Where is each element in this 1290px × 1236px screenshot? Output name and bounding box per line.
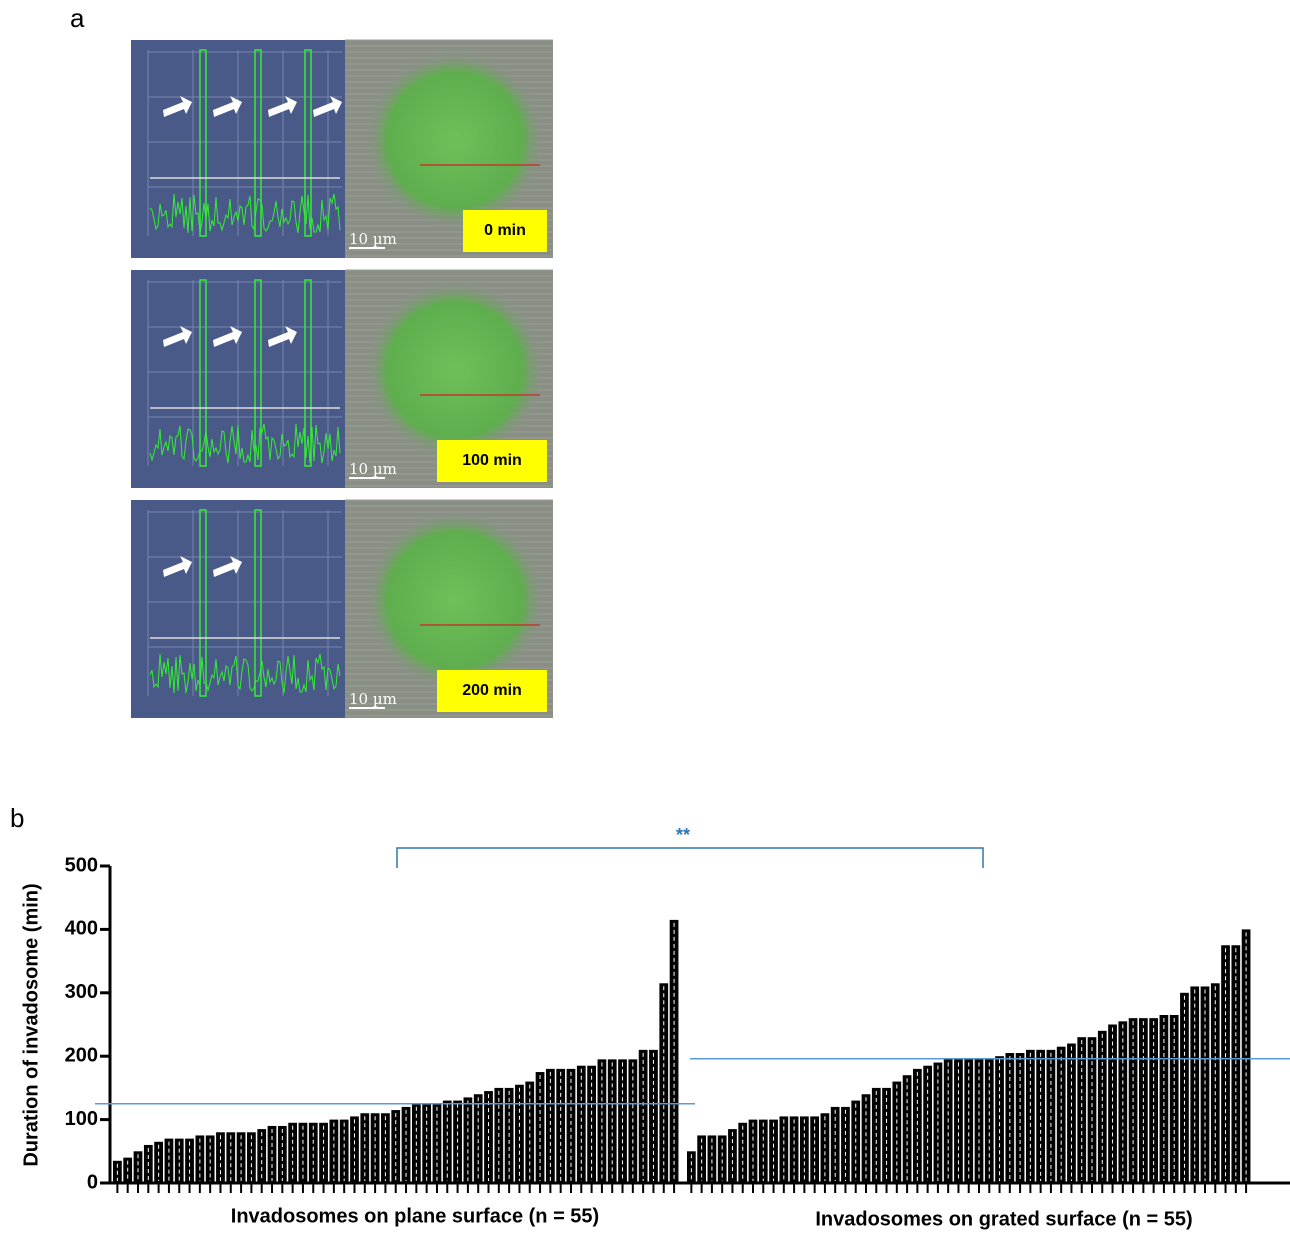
figure: a b 0 min 10 µm 100 min 10 µm 200 min 10 µm D… bbox=[0, 0, 1290, 1231]
time-label: 0 min bbox=[484, 222, 526, 239]
bar bbox=[1211, 983, 1220, 1183]
bar bbox=[659, 983, 668, 1183]
y-tick-label: 300 bbox=[65, 981, 98, 1003]
scale-label: 10 µm bbox=[349, 690, 397, 708]
group-label: Invadosomes on plane surface (n = 55) bbox=[231, 1205, 599, 1227]
bar bbox=[1108, 1025, 1117, 1184]
panel-label: b bbox=[10, 803, 24, 833]
y-tick-label: 100 bbox=[65, 1108, 98, 1130]
panel-b: Duration of invadosome (min) 0 100 200 300 40… bbox=[20, 825, 1290, 1231]
significance-label: ** bbox=[676, 825, 690, 845]
bar bbox=[738, 1123, 747, 1183]
bar bbox=[288, 1123, 297, 1183]
bar bbox=[309, 1123, 318, 1183]
cell bbox=[365, 50, 545, 230]
time-label: 200 min bbox=[462, 682, 522, 699]
cell bbox=[365, 510, 545, 690]
panel-label: a bbox=[70, 3, 85, 33]
y-tick-label: 0 bbox=[87, 1171, 98, 1193]
significance-bracket bbox=[397, 848, 983, 868]
scale-label: 10 µm bbox=[349, 230, 397, 248]
cell bbox=[365, 280, 545, 460]
y-tick-label: 400 bbox=[65, 918, 98, 940]
bar bbox=[319, 1123, 328, 1183]
scale-label: 10 µm bbox=[349, 460, 397, 478]
panel-a: 0 min 10 µm 100 min 10 µm 200 min 10 µm bbox=[131, 40, 553, 718]
bar bbox=[892, 1082, 901, 1183]
bar bbox=[299, 1123, 308, 1183]
y-tick-label: 200 bbox=[65, 1044, 98, 1066]
time-label: 100 min bbox=[462, 452, 522, 469]
bar bbox=[525, 1082, 534, 1183]
y-axis-label: Duration of invadosome (min) bbox=[20, 883, 42, 1166]
group-label: Invadosomes on grated surface (n = 55) bbox=[815, 1208, 1192, 1230]
y-tick-label: 500 bbox=[65, 854, 98, 876]
